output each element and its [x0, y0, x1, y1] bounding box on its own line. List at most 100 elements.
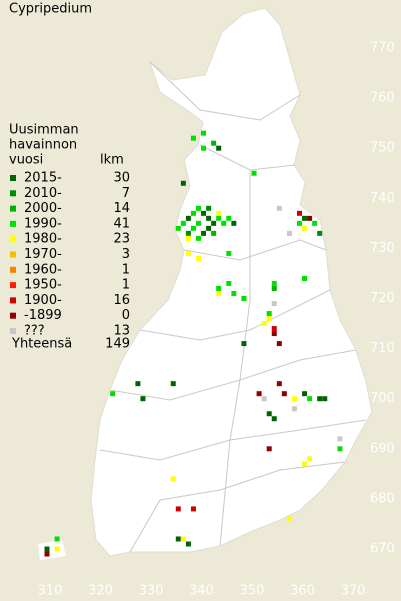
- observation-square: [271, 301, 277, 307]
- observation-square: [271, 416, 277, 422]
- observation-square: [175, 225, 181, 231]
- observation-square: [175, 506, 181, 512]
- legend-count: 0: [122, 308, 130, 323]
- observation-square: [271, 331, 277, 337]
- legend-count: 41: [113, 216, 130, 231]
- legend-count: 30: [113, 171, 130, 186]
- observation-square: [317, 396, 323, 402]
- observation-square: [291, 396, 297, 402]
- observation-square: [185, 250, 191, 256]
- observation-square: [266, 316, 272, 322]
- observation-square: [216, 215, 222, 221]
- legend-label: 2010-: [24, 186, 62, 201]
- observation-square: [302, 275, 308, 281]
- observation-square: [226, 215, 232, 221]
- observation-square: [276, 205, 282, 211]
- observation-square: [54, 546, 60, 552]
- observation-square: [185, 215, 191, 221]
- observation-square: [206, 215, 212, 221]
- observation-square: [135, 381, 141, 387]
- legend-swatch: [10, 282, 16, 289]
- observation-square: [201, 145, 207, 151]
- observation-square: [241, 296, 247, 301]
- legend-count: 7: [122, 186, 130, 201]
- observation-square: [302, 391, 308, 397]
- legend-count: 1: [122, 262, 130, 277]
- observation-square: [190, 225, 196, 231]
- observation-square: [302, 461, 308, 467]
- x-tick-label: 350: [240, 584, 265, 599]
- observation-square: [226, 250, 232, 256]
- observation-square: [231, 290, 237, 296]
- y-tick-label: 740: [370, 191, 395, 206]
- observation-square: [216, 210, 222, 216]
- observation-square: [221, 220, 227, 226]
- legend-label: 1990-: [24, 216, 62, 231]
- observation-square: [312, 220, 318, 226]
- legend-count: 14: [113, 201, 130, 216]
- observation-square: [196, 220, 201, 226]
- observation-square: [286, 230, 292, 236]
- observation-square: [281, 391, 287, 397]
- x-tick-label: 370: [341, 584, 366, 599]
- observation-square: [261, 321, 267, 327]
- observation-square: [266, 311, 272, 317]
- observation-square: [286, 516, 292, 522]
- observation-square: [307, 215, 313, 221]
- observation-square: [201, 210, 207, 216]
- y-tick-label: 680: [370, 491, 395, 506]
- observation-square: [226, 280, 232, 286]
- observation-square: [110, 391, 116, 397]
- observation-square: [196, 235, 201, 241]
- observation-square: [196, 255, 201, 261]
- observation-square: [271, 280, 277, 286]
- observation-square: [302, 225, 308, 231]
- observation-square: [185, 235, 191, 241]
- y-tick-label: 760: [370, 91, 395, 106]
- observation-square: [297, 220, 302, 226]
- observation-square: [190, 135, 196, 141]
- legend-label: -1899: [24, 308, 62, 323]
- observation-square: [211, 230, 217, 236]
- legend-swatch: [10, 312, 16, 319]
- y-tick-label: 710: [370, 341, 395, 356]
- observation-square: [231, 220, 237, 226]
- observation-square: [175, 536, 181, 542]
- observation-square: [44, 551, 50, 557]
- observation-square: [266, 446, 272, 452]
- y-tick-label: 770: [370, 41, 395, 56]
- observation-square: [297, 210, 302, 216]
- legend-label: 1980-: [24, 232, 62, 247]
- observation-square: [44, 546, 50, 552]
- observation-square: [170, 476, 176, 482]
- legend-heading: vuosi: [9, 153, 43, 168]
- observation-square: [276, 381, 282, 387]
- observation-square: [196, 205, 201, 211]
- legend-swatch: [10, 297, 16, 304]
- island: [38, 540, 66, 560]
- legend-count: 3: [122, 247, 130, 262]
- legend-swatch: [10, 236, 16, 243]
- observation-square: [211, 220, 217, 226]
- country-outline: [90, 7, 373, 557]
- observation-square: [170, 381, 176, 387]
- observation-square: [266, 411, 272, 417]
- observation-square: [206, 225, 212, 231]
- x-tick-label: 320: [88, 584, 113, 599]
- legend-count: 23: [113, 232, 130, 247]
- observation-square: [216, 145, 222, 151]
- legend-swatch: [10, 205, 16, 212]
- legend-swatch: [10, 190, 16, 197]
- legend-heading: havainnon: [9, 138, 77, 153]
- legend-label: 1900-: [24, 293, 62, 308]
- legend-swatch: [10, 266, 16, 273]
- observation-square: [322, 396, 328, 402]
- observation-square: [271, 326, 277, 332]
- observation-square: [276, 341, 282, 347]
- title: Cypripedium: [9, 2, 92, 17]
- observation-square: [185, 230, 191, 236]
- observation-square: [256, 391, 262, 397]
- x-tick-label: 360: [290, 584, 315, 599]
- x-tick-label: 340: [189, 584, 214, 599]
